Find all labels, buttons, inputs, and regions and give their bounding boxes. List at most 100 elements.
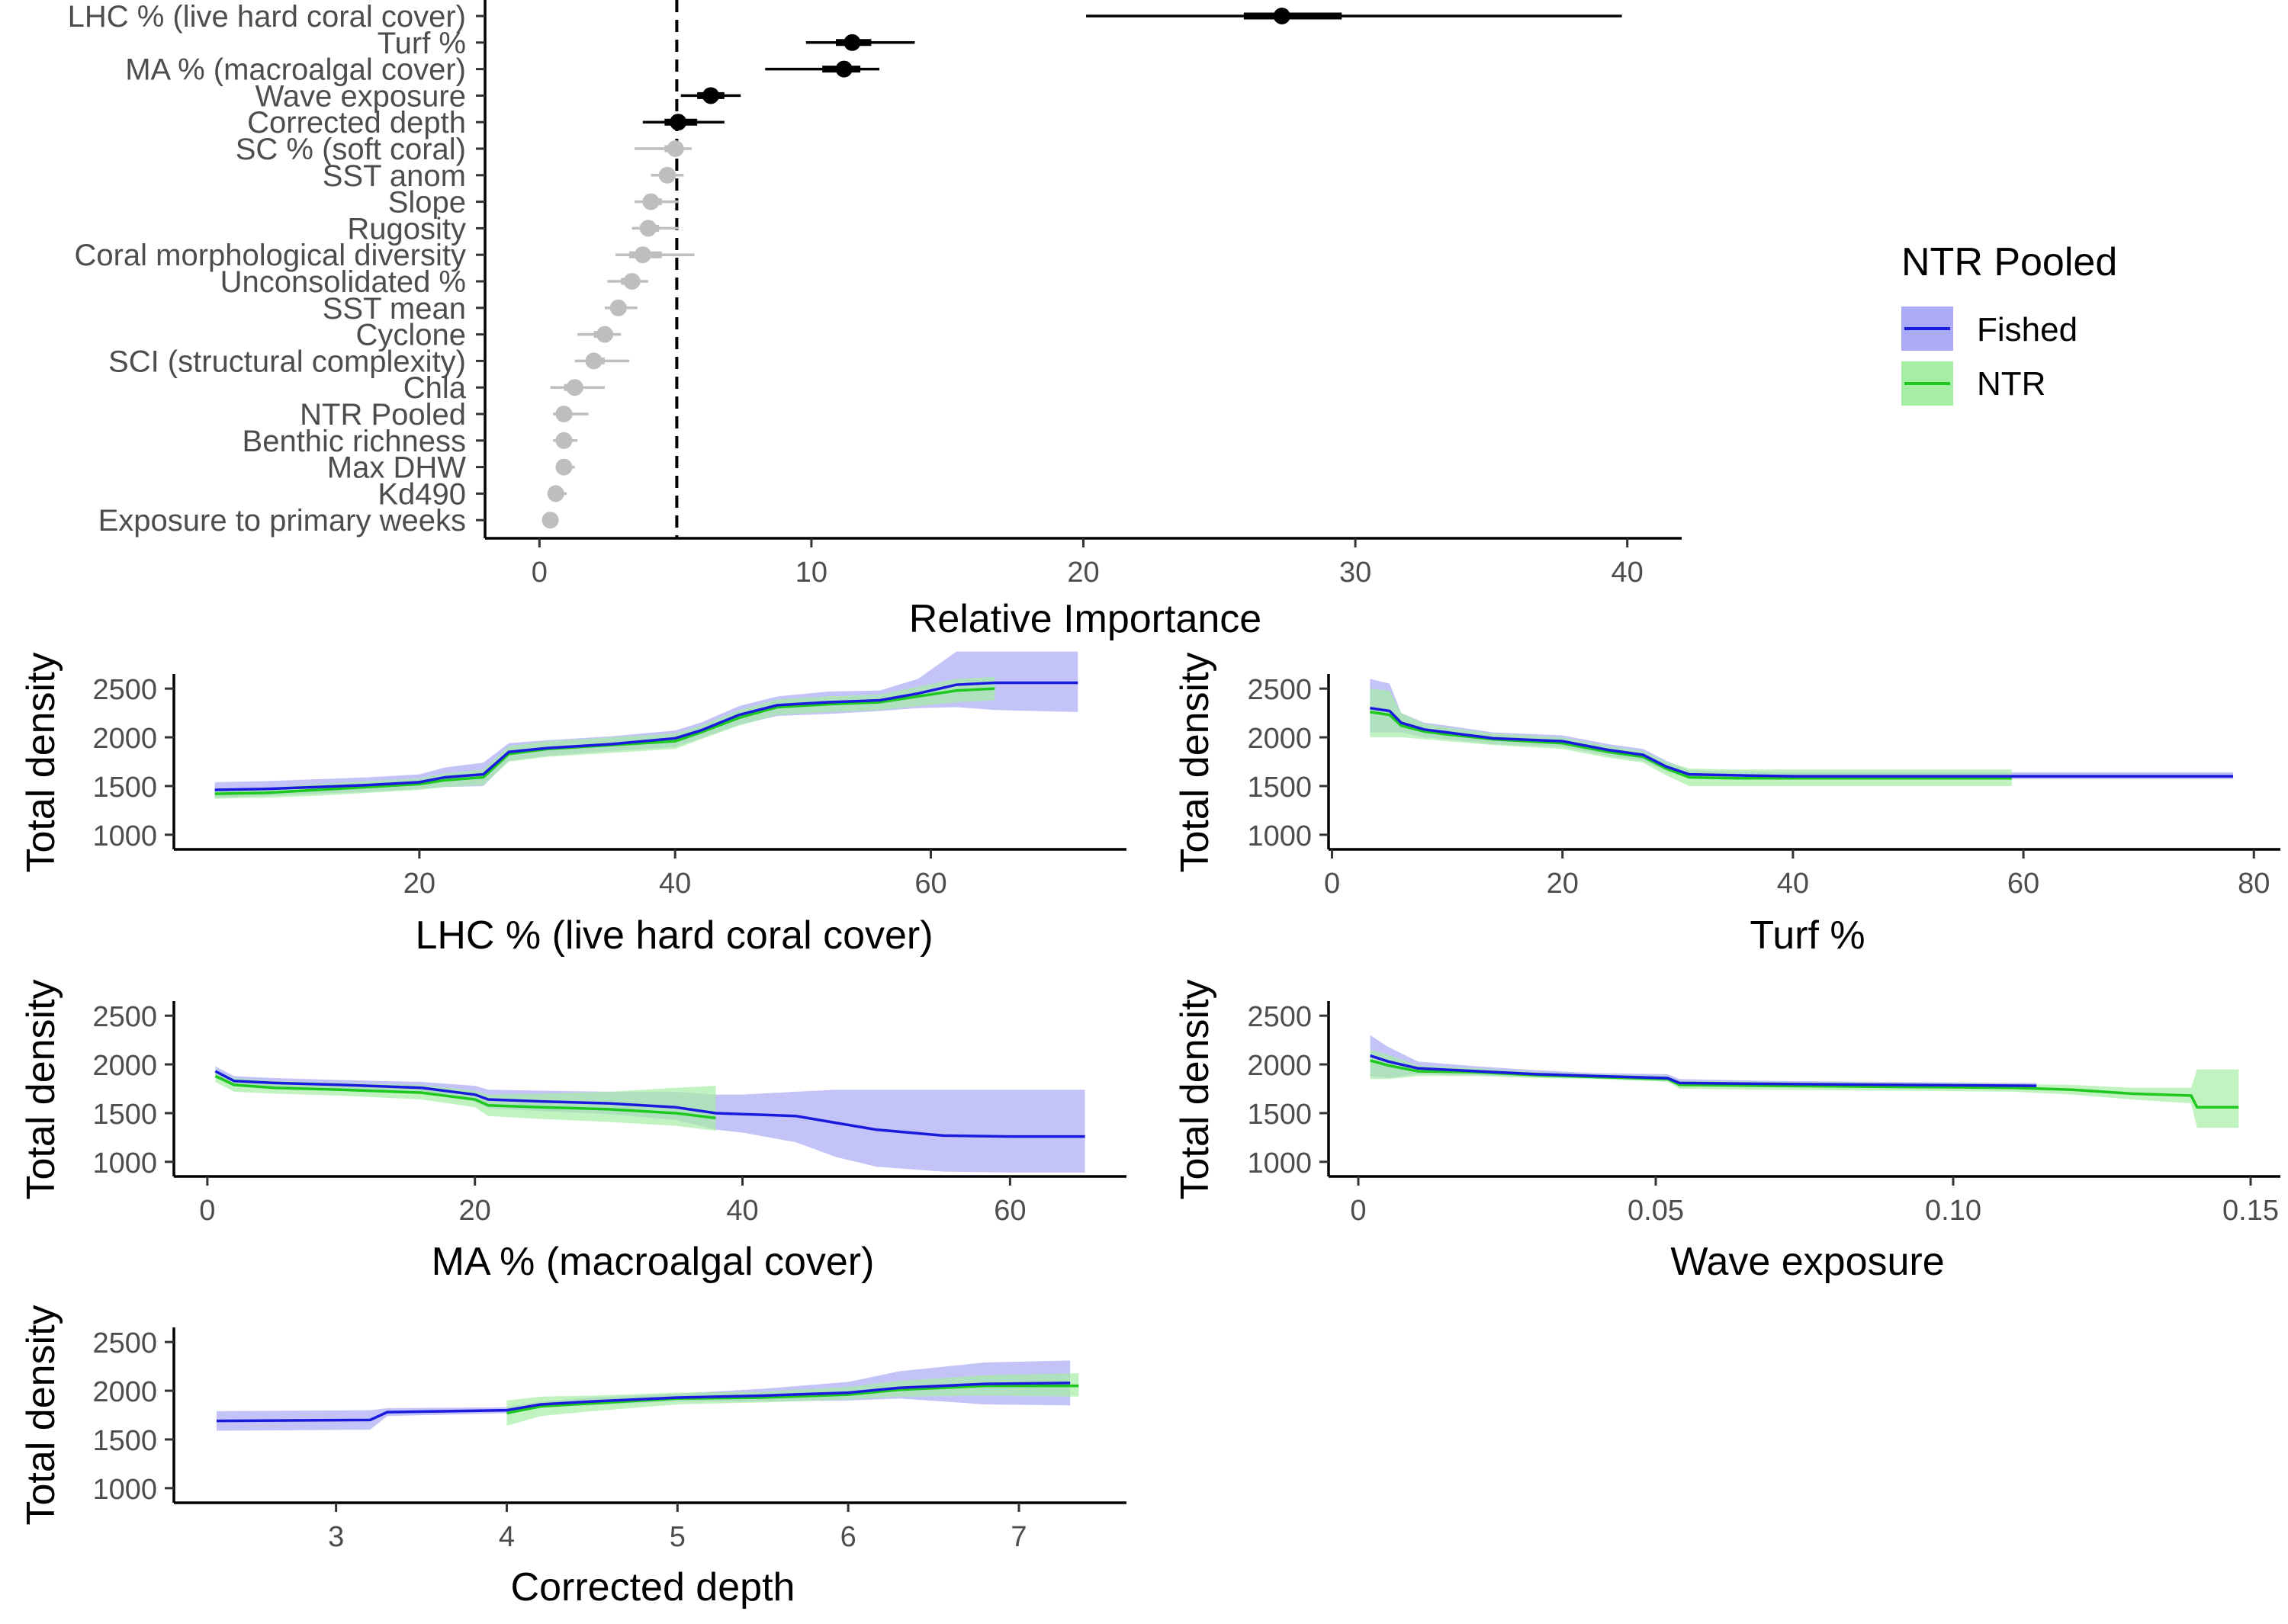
importance-variable-label: Exposure to primary weeks [98,504,466,538]
x-tick-label: 0.10 [1925,1195,1981,1227]
y-tick-label: 1000 [1247,820,1312,852]
importance-point [642,193,660,210]
y-tick-label: 1000 [92,1474,157,1506]
x-tick-label: 0 [1350,1195,1366,1227]
importance-point [844,34,861,51]
y-tick-label: 2500 [1247,1001,1312,1033]
legend-key-ntr [1901,361,1953,406]
importance-point [609,299,627,316]
importance-variable-label: Corrected depth [247,106,466,140]
fished-line [214,1070,1085,1138]
importance-x-tick-label: 40 [1612,557,1644,589]
legend-label-ntr: NTR [1977,365,2045,403]
y-tick-label: 1000 [92,820,157,852]
importance-point [667,140,684,157]
x-tick-label: 60 [914,868,946,900]
importance-variable-label: Max DHW [327,451,466,485]
x-tick-label: 40 [1777,868,1809,900]
y-tick-label: 1500 [1247,772,1312,804]
x-tick-label: 60 [2007,868,2039,900]
lhc-x-axis-title: LHC % (live hard coral cover) [415,913,933,958]
importance-x-tick-label: 10 [795,557,827,589]
wave-exposure-y-axis-title: Total density [1173,979,1217,1199]
x-tick-label: 0 [1324,868,1340,900]
x-tick-label: 0.05 [1628,1195,1684,1227]
ntr-ribbon [1370,1049,2239,1128]
importance-variable-label: Coral morphological diversity [74,239,466,272]
x-tick-label: 3 [328,1521,344,1553]
ntr-ribbon [214,676,995,799]
x-tick-label: 20 [1547,868,1579,900]
ntr-line [1370,1059,2239,1109]
importance-point [670,114,687,131]
importance-x-tick-label: 30 [1339,557,1371,589]
x-tick-label: 4 [499,1521,515,1553]
turf-y-axis-title: Total density [1173,652,1217,872]
x-tick-label: 40 [726,1195,758,1227]
importance-variable-label: Turf % [378,27,466,60]
ntr-line [1370,711,2012,780]
wave-exposure-x-axis-title: Wave exposure [1670,1240,1944,1284]
importance-point [634,246,651,264]
importance-point [541,512,559,529]
importance-point [555,458,573,476]
importance-point [585,352,603,370]
x-tick-label: 0 [199,1195,215,1227]
importance-x-tick-label: 0 [532,557,548,589]
legend-title: NTR Pooled [1901,240,2117,284]
importance-variable-label: Kd490 [378,477,466,511]
x-tick-label: 7 [1011,1521,1027,1553]
y-tick-label: 2000 [92,723,157,755]
importance-point [547,485,564,502]
partial-dependence-wave-exposure: 1000 1500 2000 2500 0 0.05 0.10 0.15 [1247,1001,2280,1227]
fished-line [1370,706,2234,778]
x-tick-label: 5 [670,1521,686,1553]
importance-variable-label: LHC % (live hard coral cover) [68,0,466,34]
ntr-line [506,1384,1079,1415]
x-tick-label: 60 [994,1195,1026,1227]
fished-line [214,681,1078,791]
importance-point [566,379,583,396]
corrected-depth-y-axis-title: Total density [19,1305,63,1525]
y-tick-label: 2500 [92,674,157,706]
fished-line [1370,1054,2037,1087]
importance-x-axis-title: Relative Importance [909,597,1261,641]
importance-variable-label: SC % (soft coral) [236,133,466,166]
partial-dependence-lhc: 1000 1500 2000 2500 20 40 60 [92,651,1126,900]
importance-variable-label: Cyclone [355,319,466,352]
importance-point [702,87,719,104]
legend-label-fished: Fished [1977,311,2078,348]
y-tick-label: 1000 [1247,1147,1312,1179]
x-tick-label: 0.15 [2222,1195,2279,1227]
macroalgae-x-axis-title: MA % (macroalgal cover) [432,1240,875,1284]
y-tick-label: 2000 [92,1376,157,1408]
fished-line [216,1382,1071,1423]
ntr-line [214,1074,716,1120]
importance-variable-label: Unconsolidated % [220,265,466,299]
macroalgae-y-axis-title: Total density [19,979,63,1199]
x-tick-label: 80 [2238,868,2270,900]
importance-variable-label: Wave exposure [255,79,466,113]
importance-variable-label: MA % (macroalgal cover) [125,53,466,87]
importance-variable-label: Slope [388,186,466,220]
y-tick-label: 1500 [92,1425,157,1457]
x-tick-label: 20 [459,1195,491,1227]
partial-dependence-corrected-depth: 1000 1500 2000 2500 3 4 5 6 7 [92,1327,1126,1553]
x-tick-label: 6 [840,1521,856,1553]
y-tick-label: 2500 [92,1001,157,1033]
y-tick-label: 2500 [1247,674,1312,706]
importance-variable-label: Chla [403,371,467,405]
importance-point [596,326,613,343]
y-tick-label: 1500 [92,772,157,804]
importance-variable-label: SCI (structural complexity) [108,345,466,378]
importance-variable-label: SST mean [323,292,466,326]
y-tick-label: 2000 [1247,1050,1312,1082]
y-tick-label: 2500 [92,1327,157,1359]
importance-point [1273,8,1290,24]
importance-variable-label: Benthic richness [243,425,466,458]
x-tick-label: 40 [659,868,691,900]
y-tick-label: 1500 [1247,1099,1312,1131]
importance-point [658,166,676,184]
importance-variable-label: Rugosity [347,212,466,246]
